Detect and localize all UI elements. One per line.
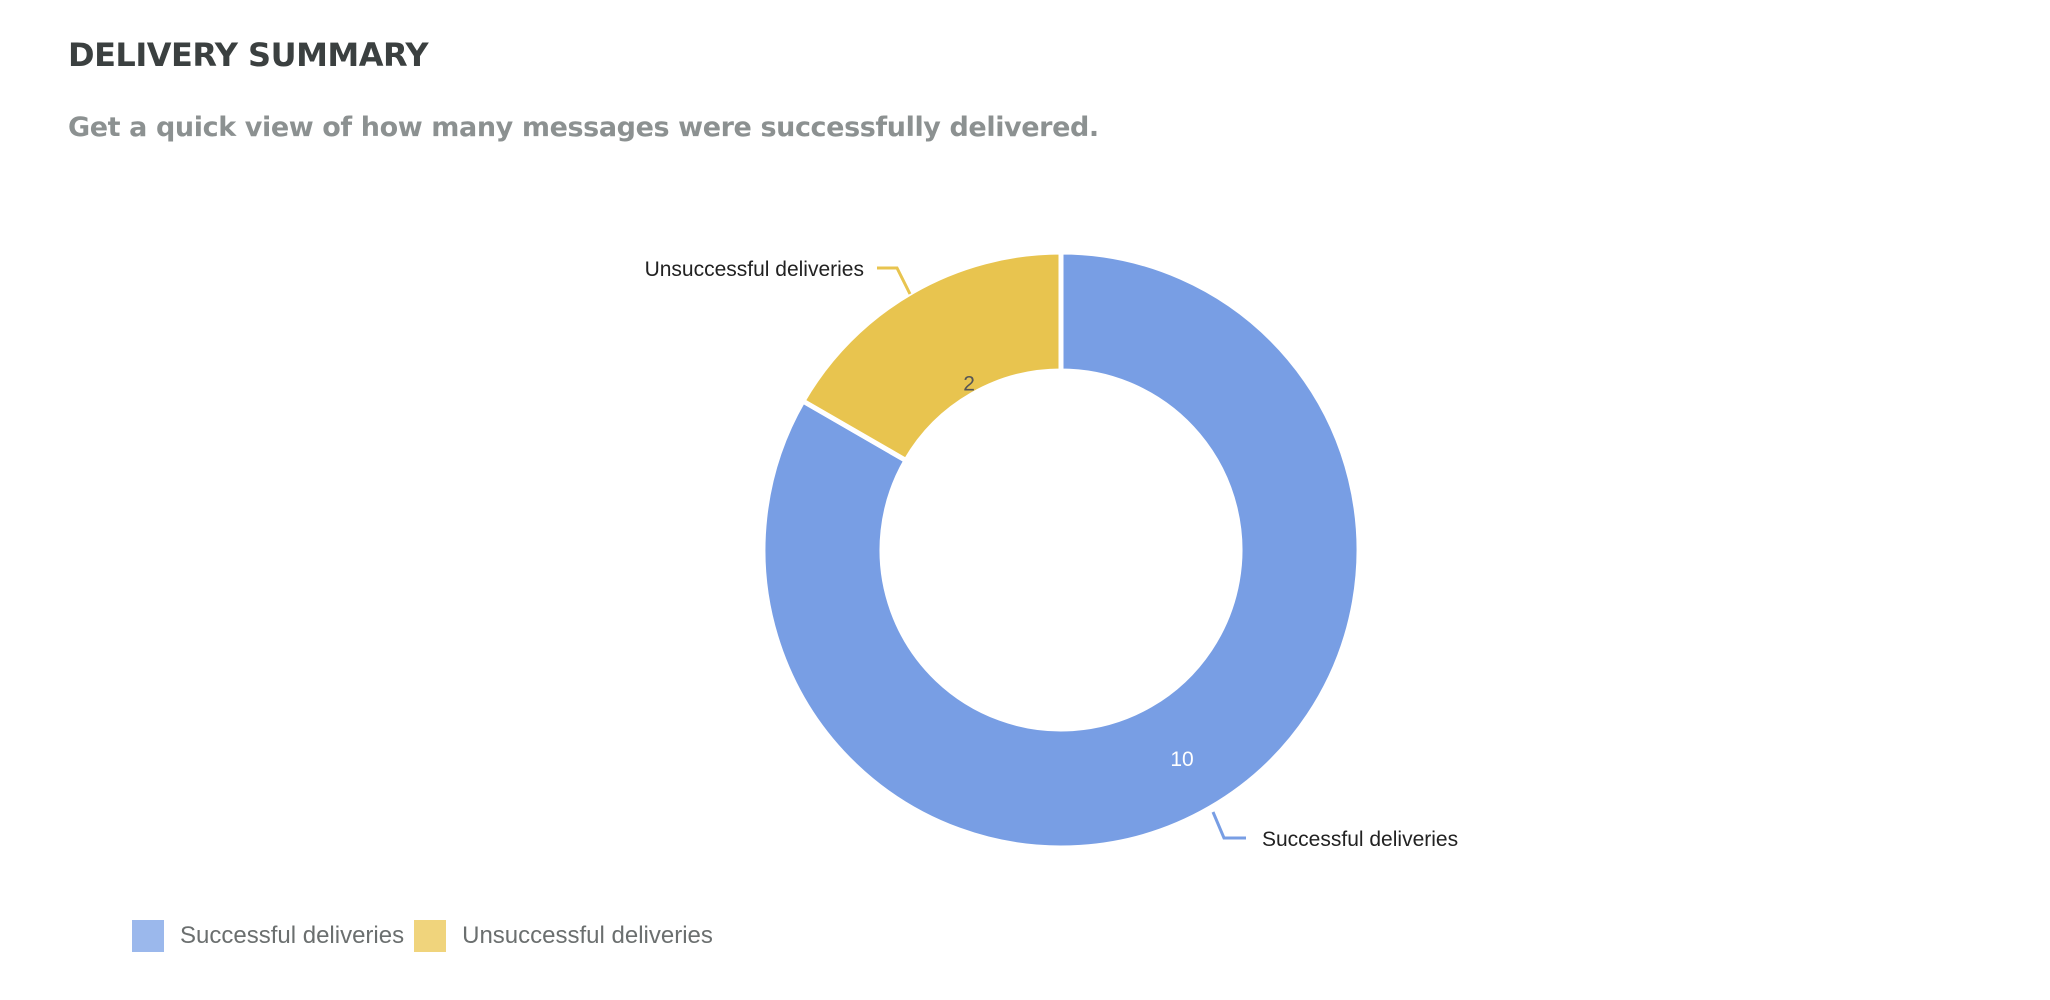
legend-label-successful: Successful deliveries bbox=[180, 922, 405, 949]
chart-legend: Successful deliveries Unsuccessful deliv… bbox=[132, 920, 713, 952]
callout-label-successful: Successful deliveries bbox=[1262, 828, 1458, 851]
data-label-unsuccessful: 2 bbox=[963, 373, 975, 396]
donut-slice-unsuccessful[interactable] bbox=[800, 249, 1064, 463]
legend-item-successful[interactable]: Successful deliveries bbox=[132, 920, 404, 952]
legend-item-unsuccessful[interactable]: Unsuccessful deliveries bbox=[414, 920, 713, 952]
legend-label-unsuccessful: Unsuccessful deliveries bbox=[462, 922, 713, 949]
callout-label-unsuccessful: Unsuccessful deliveries bbox=[645, 258, 864, 281]
donut-slice-successful[interactable] bbox=[760, 249, 1362, 851]
leader-line-successful bbox=[1211, 811, 1246, 840]
legend-swatch-successful bbox=[132, 920, 164, 952]
leader-line-unsuccessful bbox=[877, 266, 912, 295]
page-subtitle: Get a quick view of how many messages we… bbox=[68, 112, 1099, 143]
page-title: DELIVERY SUMMARY bbox=[68, 36, 429, 74]
data-label-successful: 10 bbox=[1170, 748, 1193, 771]
legend-swatch-unsuccessful bbox=[414, 920, 447, 952]
